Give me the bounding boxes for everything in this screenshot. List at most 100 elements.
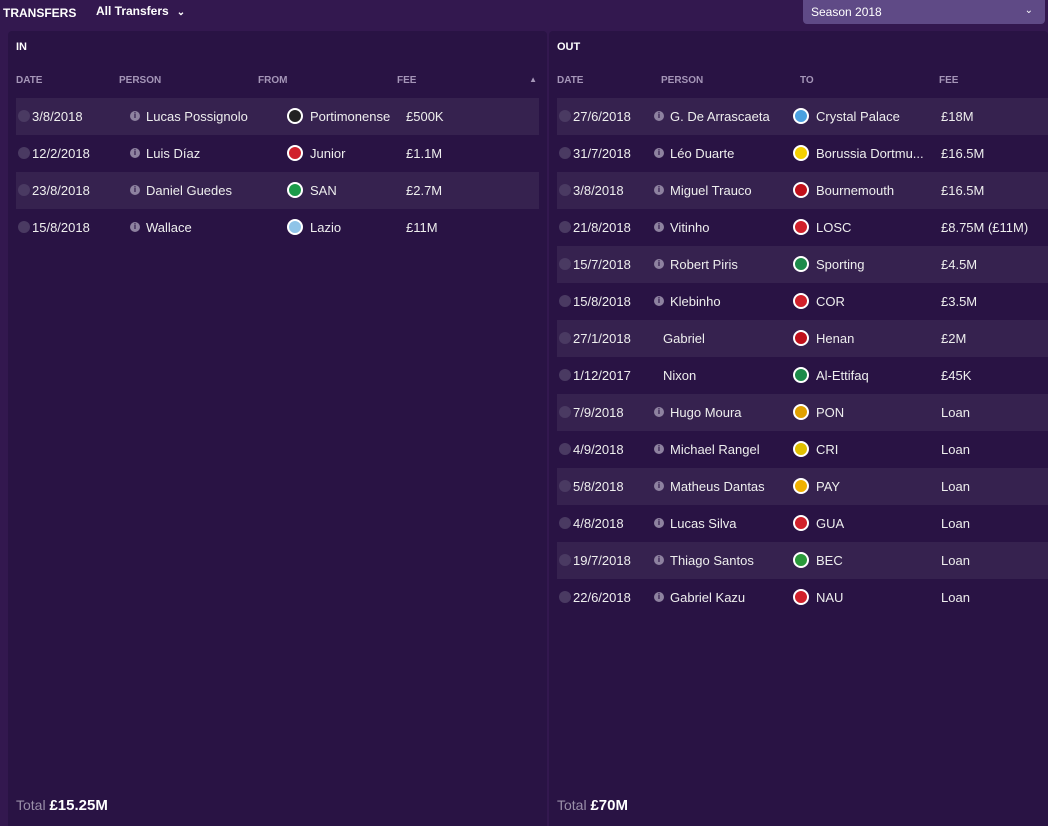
chevron-down-icon: ⌄ [1024, 5, 1033, 16]
club-link[interactable]: Portimonense [310, 109, 391, 124]
season-dropdown[interactable]: Season 2018 ⌄ [803, 0, 1045, 24]
info-icon[interactable]: i [654, 555, 664, 565]
column-to[interactable]: TO [800, 75, 814, 86]
transfer-filter-dropdown[interactable]: All Transfers ⌄ [96, 4, 185, 18]
column-person[interactable]: PERSON [661, 75, 704, 86]
person-link[interactable]: Robert Piris [670, 257, 738, 272]
info-icon[interactable]: i [130, 185, 140, 195]
total-value: £15.25M [49, 797, 108, 814]
club-link[interactable]: GUA [816, 516, 845, 531]
club-link[interactable]: BEC [816, 553, 843, 568]
table-row[interactable]: 3/8/2018 i Miguel Trauco Bournemouth £16… [557, 172, 1048, 209]
check-icon [559, 110, 571, 122]
table-row[interactable]: 1/12/2017 Nixon Al-Ettifaq £45K [557, 357, 1048, 394]
club-crest-icon [287, 145, 303, 161]
info-icon[interactable]: i [654, 111, 664, 121]
total-out: Total £70M [557, 797, 628, 814]
club-link[interactable]: Sporting [816, 257, 865, 272]
info-icon[interactable]: i [654, 407, 664, 417]
column-date[interactable]: DATE [16, 75, 43, 86]
table-row[interactable]: 5/8/2018 i Matheus Dantas PAY Loan [557, 468, 1048, 505]
info-icon[interactable]: i [654, 592, 664, 602]
person-link[interactable]: Lucas Possignolo [146, 109, 248, 124]
sort-ascending-icon[interactable]: ▲ [529, 75, 537, 84]
info-icon[interactable]: i [654, 222, 664, 232]
check-icon [18, 147, 30, 159]
date: 15/8/2018 [32, 220, 90, 235]
info-icon[interactable]: i [130, 148, 140, 158]
table-row[interactable]: 12/2/2018 i Luis Díaz Junior £1.1M [16, 135, 539, 172]
club-link[interactable]: Al-Ettifaq [816, 368, 869, 383]
column-fee[interactable]: FEE [939, 75, 959, 86]
date: 3/8/2018 [573, 183, 624, 198]
person-link[interactable]: Léo Duarte [670, 146, 735, 161]
club-link[interactable]: Junior [310, 146, 346, 161]
club-crest-icon [793, 330, 809, 346]
info-icon[interactable]: i [654, 481, 664, 491]
info-icon[interactable]: i [130, 222, 140, 232]
table-row[interactable]: 19/7/2018 i Thiago Santos BEC Loan [557, 542, 1048, 579]
info-icon[interactable]: i [654, 259, 664, 269]
column-date[interactable]: DATE [557, 75, 584, 86]
table-row[interactable]: 15/7/2018 i Robert Piris Sporting £4.5M [557, 246, 1048, 283]
person-link[interactable]: Miguel Trauco [670, 183, 752, 198]
person-link[interactable]: Daniel Guedes [146, 183, 232, 198]
club-link[interactable]: COR [816, 294, 845, 309]
table-row[interactable]: 31/7/2018 i Léo Duarte Borussia Dortmu..… [557, 135, 1048, 172]
column-from[interactable]: FROM [258, 75, 288, 86]
club-link[interactable]: Henan [816, 331, 855, 346]
person-link[interactable]: Luis Díaz [146, 146, 201, 161]
person-link[interactable]: Vitinho [670, 220, 710, 235]
person-link[interactable]: Matheus Dantas [670, 479, 765, 494]
person-link[interactable]: Thiago Santos [670, 553, 754, 568]
info-icon[interactable]: i [654, 518, 664, 528]
club-link[interactable]: Lazio [310, 220, 342, 235]
person-link[interactable]: Lucas Silva [670, 516, 737, 531]
person-link[interactable]: Klebinho [670, 294, 721, 309]
club-link[interactable]: SAN [310, 183, 337, 198]
table-row[interactable]: 22/6/2018 i Gabriel Kazu NAU Loan [557, 579, 1048, 616]
table-row[interactable]: 21/8/2018 i Vitinho LOSC £8.75M (£11M) [557, 209, 1048, 246]
club-link[interactable]: PAY [816, 479, 841, 494]
person-link[interactable]: G. De Arrascaeta [670, 109, 770, 124]
table-row[interactable]: 27/6/2018 i G. De Arrascaeta Crystal Pal… [557, 98, 1048, 135]
table-row[interactable]: 4/8/2018 i Lucas Silva GUA Loan [557, 505, 1048, 542]
table-row[interactable]: 15/8/2018 i Wallace Lazio £11M [16, 209, 539, 246]
table-row[interactable]: 7/9/2018 i Hugo Moura PON Loan [557, 394, 1048, 431]
fee: Loan [941, 553, 970, 568]
column-person[interactable]: PERSON [119, 75, 162, 86]
person-link[interactable]: Michael Rangel [670, 442, 760, 457]
person-link[interactable]: Gabriel Kazu [670, 590, 746, 605]
info-icon[interactable]: i [654, 444, 664, 454]
season-label: Season 2018 [811, 5, 882, 19]
person-link[interactable]: Wallace [146, 220, 192, 235]
club-link[interactable]: Bournemouth [816, 183, 895, 198]
club-link[interactable]: PON [816, 405, 845, 420]
info-icon[interactable]: i [130, 111, 140, 121]
info-icon[interactable]: i [654, 185, 664, 195]
fee: £45K [941, 368, 972, 383]
person-link[interactable]: Gabriel [663, 331, 705, 346]
table-row[interactable]: 23/8/2018 i Daniel Guedes SAN £2.7M [16, 172, 539, 209]
check-icon [559, 591, 571, 603]
fee: Loan [941, 590, 970, 605]
date: 19/7/2018 [573, 553, 631, 568]
table-row[interactable]: 27/1/2018 Gabriel Henan £2M [557, 320, 1048, 357]
person-link[interactable]: Hugo Moura [670, 405, 742, 420]
info-icon[interactable]: i [654, 148, 664, 158]
table-row[interactable]: 4/9/2018 i Michael Rangel CRI Loan [557, 431, 1048, 468]
table-row[interactable]: 15/8/2018 i Klebinho COR £3.5M [557, 283, 1048, 320]
club-link[interactable]: Crystal Palace [816, 109, 900, 124]
fee: Loan [941, 405, 970, 420]
club-link[interactable]: Borussia Dortmu... [816, 146, 924, 161]
person-link[interactable]: Nixon [663, 368, 697, 383]
club-crest-icon [287, 108, 303, 124]
fee: £16.5M [941, 183, 985, 198]
column-fee[interactable]: FEE [397, 75, 417, 86]
info-icon[interactable]: i [654, 296, 664, 306]
fee: £2.7M [406, 183, 443, 198]
club-link[interactable]: CRI [816, 442, 839, 457]
table-row[interactable]: 3/8/2018 i Lucas Possignolo Portimonense… [16, 98, 539, 135]
club-link[interactable]: LOSC [816, 220, 852, 235]
club-link[interactable]: NAU [816, 590, 844, 605]
